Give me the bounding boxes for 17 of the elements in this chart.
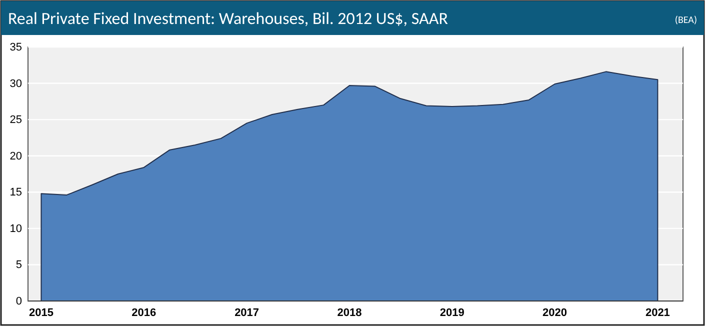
y-tick-label: 35 [10, 42, 22, 54]
text: (BEA) [674, 13, 697, 26]
x-tick-label: 2018 [337, 306, 362, 319]
y-tick-label: 0 [16, 296, 22, 308]
x-tick-label: 2020 [542, 306, 567, 319]
chart-title: Real Private Fixed Investment: Warehouses, Bil. 2012 US$, SAAR [8, 8, 448, 29]
x-tick-label: 2019 [440, 306, 464, 319]
x-tick-label: 2021 [645, 306, 670, 319]
y-tick-label: 25 [10, 114, 22, 126]
x-tick-label: 2015 [28, 306, 54, 319]
x-tick-label: 2016 [132, 306, 156, 319]
y-tick-label: 15 [10, 186, 22, 199]
y-tick-label: 5 [16, 259, 22, 272]
y-tick-label: 10 [10, 222, 22, 235]
y-tick-label: 20 [10, 150, 22, 162]
x-tick-label: 2017 [234, 306, 260, 319]
y-tick-label: 30 [10, 78, 22, 90]
